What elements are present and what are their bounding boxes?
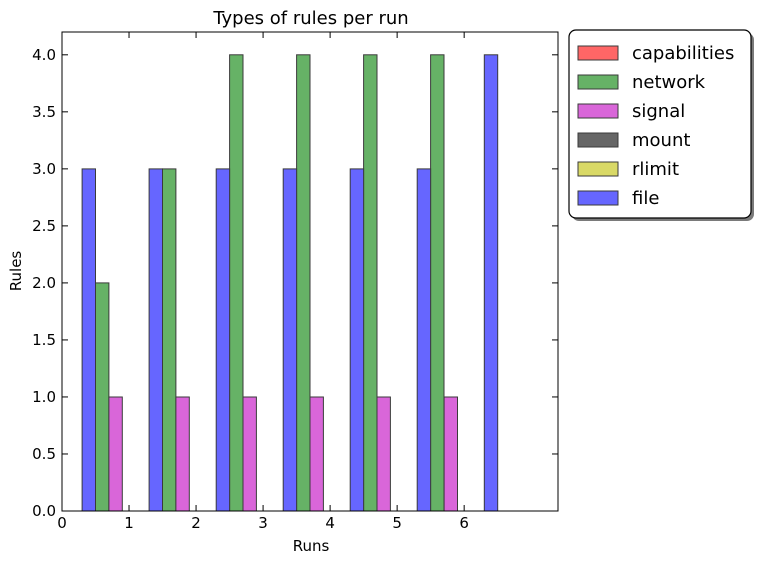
ticks-group: 0 1 2 3 4 5 6 0.0 0.5 1.0 1.5 2.0 2.5 3.0 3.5 4.0 [32,32,558,532]
bar-file-4 [282,168,298,512]
bar-file-7 [483,54,499,512]
bar-signal-4 [309,396,324,512]
legend-swatch-network [577,74,619,90]
x-axis-label: Runs [293,537,330,555]
y-axis-label: Rules [7,251,25,292]
y-tick-label: 1.0 [32,388,56,406]
x-tick-label: 5 [392,514,402,532]
bar-signal-5 [376,396,391,512]
y-tick-label: 2.0 [32,274,56,292]
bars-group [81,54,499,512]
legend-label-network: network [632,72,706,93]
legend-label-capabilities: capabilities [632,43,734,64]
legend-swatch-capabilities [577,45,619,61]
bar-network-1 [95,282,110,512]
bar-network-3 [229,54,244,512]
legend-label-rlimit: rlimit [632,159,679,180]
legend-swatch-signal [577,103,619,119]
legend-swatch-file [577,190,619,206]
bar-file-1 [81,168,96,512]
legend-label-mount: mount [632,130,690,151]
bar-signal-3 [242,396,257,512]
bar-network-2 [162,168,177,512]
x-tick-label: 6 [459,514,469,532]
x-tick-label: 2 [191,514,201,532]
y-tick-label: 3.5 [32,103,56,121]
y-tick-label: 2.5 [32,217,56,235]
y-tick-label: 0.5 [32,445,56,463]
chart-title: Types of rules per run [212,8,408,29]
legend-swatch-mount [577,132,619,148]
bar-network-4 [296,54,311,512]
legend: capabilities network signal mount rlimit file [568,29,754,221]
bar-network-5 [363,54,378,512]
y-tick-label: 0.0 [32,502,56,520]
legend-label-file: file [632,188,659,209]
bar-signal-1 [108,396,123,512]
bar-signal-6 [443,396,459,512]
x-tick-label: 1 [124,514,134,532]
bar-file-3 [215,168,231,512]
y-tick-label: 1.5 [32,331,56,349]
x-tick-label: 3 [258,514,268,532]
y-tick-label: 4.0 [32,46,56,64]
legend-swatch-rlimit [577,161,619,177]
legend-label-signal: signal [632,101,685,122]
y-tick-label: 3.0 [32,160,56,178]
bar-file-6 [416,168,432,512]
bar-file-2 [148,168,164,512]
bar-network-6 [430,54,445,512]
bar-signal-2 [175,396,190,512]
x-tick-label: 4 [325,514,335,532]
plot-frame [61,31,559,512]
bar-file-5 [349,168,365,512]
x-tick-label: 0 [57,514,67,532]
